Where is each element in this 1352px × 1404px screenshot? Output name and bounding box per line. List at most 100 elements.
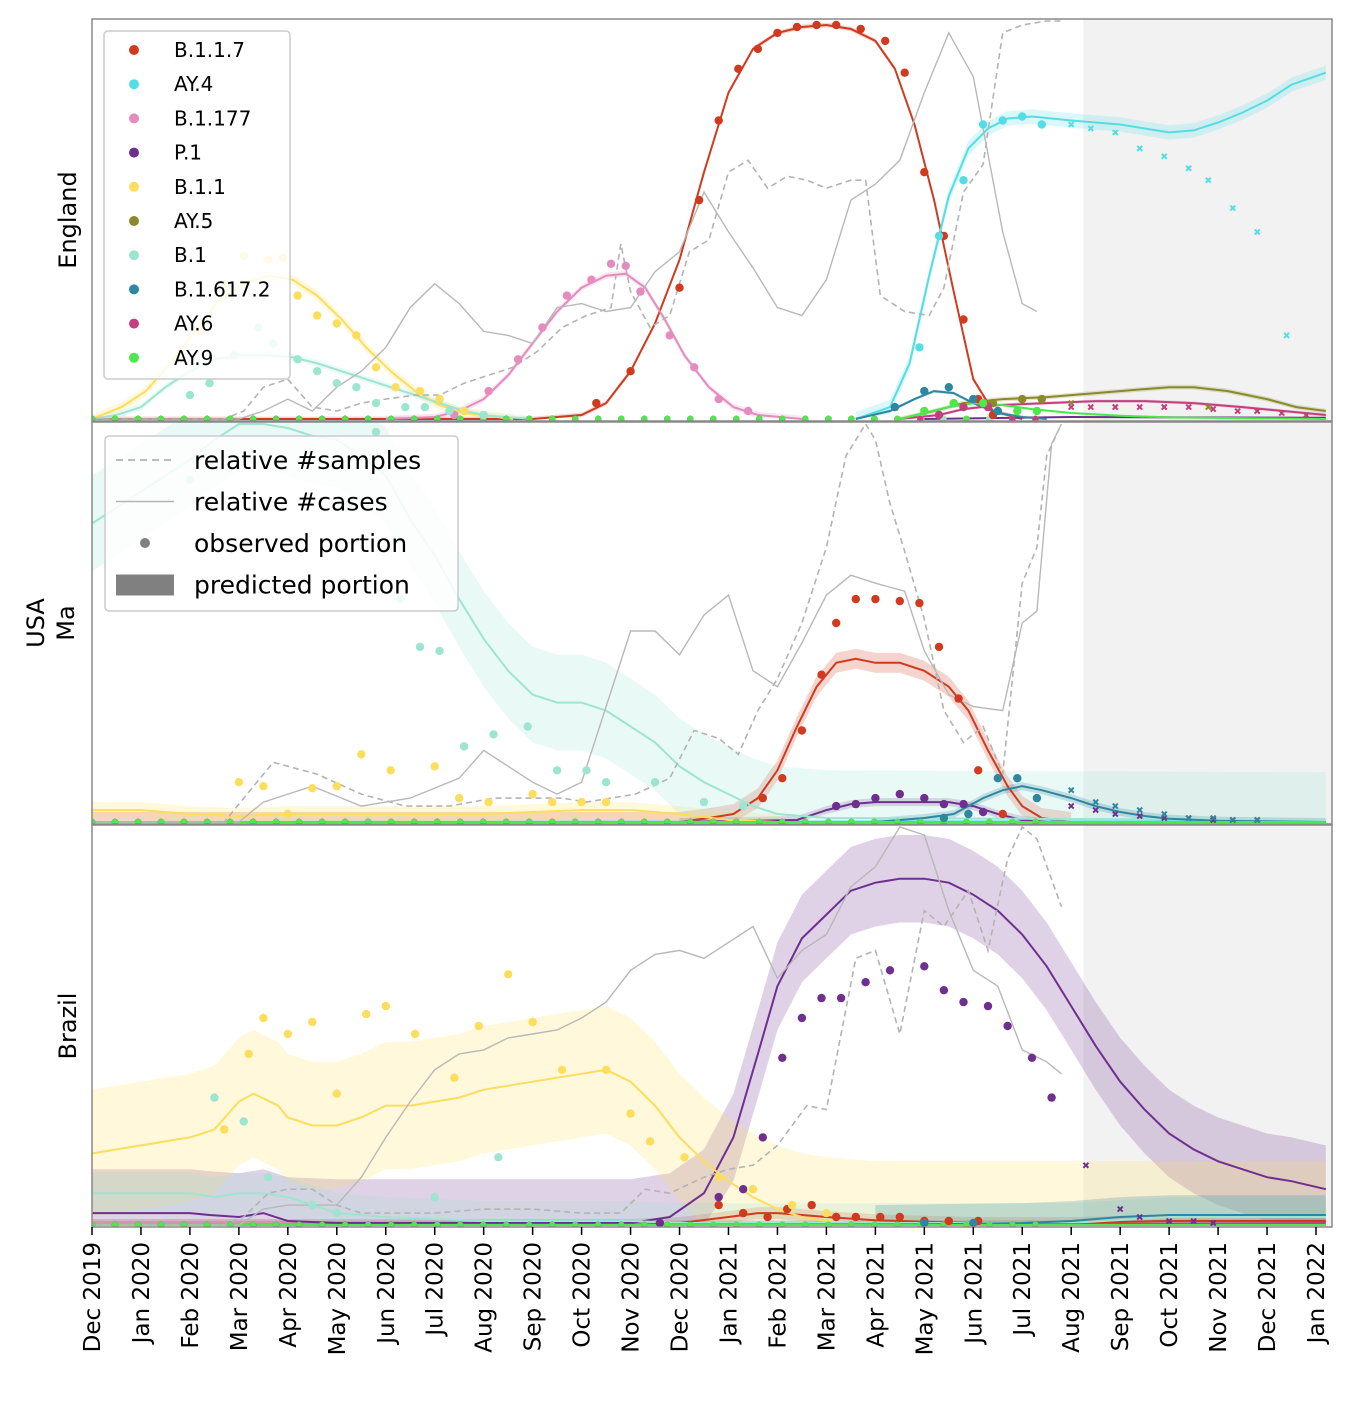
observed-point [249,1221,257,1227]
observed-point [474,1021,483,1031]
legend-band [116,574,174,596]
observed-point [756,818,763,824]
observed-point [664,415,671,421]
observed-point [572,818,579,824]
observed-point [812,20,821,30]
observed-point [435,646,444,656]
observed-point [1003,1021,1012,1031]
observed-point [734,64,743,74]
observed-point [881,36,890,46]
observed-point [526,1221,533,1227]
observed-point [538,323,547,332]
forecast-mark [1229,816,1236,824]
observed-point [1037,394,1047,404]
observed-point [655,1218,665,1227]
x-tick-label: Apr 2020 [276,1242,302,1348]
observed-point [308,784,317,793]
observed-point [341,1221,349,1227]
observed-point [915,343,924,352]
observed-point [601,797,611,807]
observed-point [641,1221,648,1227]
forecast-mark [1254,407,1261,415]
observed-point [959,997,968,1007]
legend-marker [129,79,139,90]
observed-point [714,1173,723,1182]
observed-point [959,799,968,809]
x-tick-label: Feb 2020 [178,1242,204,1349]
observed-point [111,1221,119,1227]
x-tick-label: Mar 2020 [227,1242,253,1351]
observed-point [779,415,786,421]
observed-point [364,415,372,421]
x-tick-label: Apr 2021 [863,1242,889,1348]
observed-point [871,793,880,803]
legend-marker [129,113,139,124]
band-AY.4 [855,65,1326,419]
observed-point [606,259,616,268]
observed-point [934,642,944,652]
observed-point [851,799,860,809]
observed-point [572,1221,579,1227]
observed-point [283,809,292,819]
band-P.1 [92,835,1326,1225]
observed-point [601,778,611,787]
observed-point [244,1049,253,1059]
x-tick-label: Oct 2020 [570,1242,596,1348]
observed-point [484,797,493,807]
observed-point [283,1029,292,1039]
x-tick-label: May 2020 [325,1242,351,1355]
observed-point [664,818,671,824]
observed-point [733,1221,740,1227]
observed-point [562,291,572,300]
observed-point [391,383,400,392]
observed-point [817,670,826,679]
observed-point [787,1200,797,1210]
line-AY.4 [855,71,1327,420]
observed-point [1018,394,1027,404]
forecast-mark [1333,405,1338,410]
observed-point [825,415,832,421]
observed-point [934,231,944,241]
forecast-mark [1087,403,1094,411]
observed-point [920,406,929,416]
forecast-mark [1112,810,1119,818]
observed-point [479,410,488,420]
observed-point [332,319,341,328]
observed-point [756,415,763,421]
x-tick-label: Jan 2021 [716,1242,742,1345]
observed-point [978,398,988,408]
observed-point [1027,1053,1037,1063]
line-B.1 [92,1192,1326,1224]
observed-point [917,415,924,421]
forecast-mark [1190,1217,1197,1225]
panel-frame [91,824,1333,1228]
observed-point [259,1013,268,1023]
forecast-mark [1254,228,1261,236]
relative-samples-line [92,825,1063,1226]
observed-point [1013,406,1022,416]
observed-point [851,594,860,604]
forecast-mark [1112,129,1119,136]
observed-point [420,402,430,412]
legend-label: B.1.1 [174,175,226,199]
observed-point [484,386,493,396]
observed-point [92,818,96,824]
observed-point [986,1221,993,1227]
observed-point [341,415,349,421]
observed-point [249,818,257,824]
band-B.1.177 [385,270,802,419]
observed-point [739,1208,748,1218]
observed-point [626,1109,635,1118]
observed-point [459,742,469,751]
observed-point [157,818,165,824]
observed-point [308,1017,317,1027]
forecast-mark [1161,153,1168,160]
observed-point [758,1133,767,1142]
observed-point [549,415,556,421]
observed-point [503,415,510,421]
x-tick-label: Mar 2021 [814,1242,840,1351]
observed-point [959,402,968,412]
observed-point [894,415,901,421]
observed-point [595,818,602,824]
observed-point [134,1221,142,1227]
